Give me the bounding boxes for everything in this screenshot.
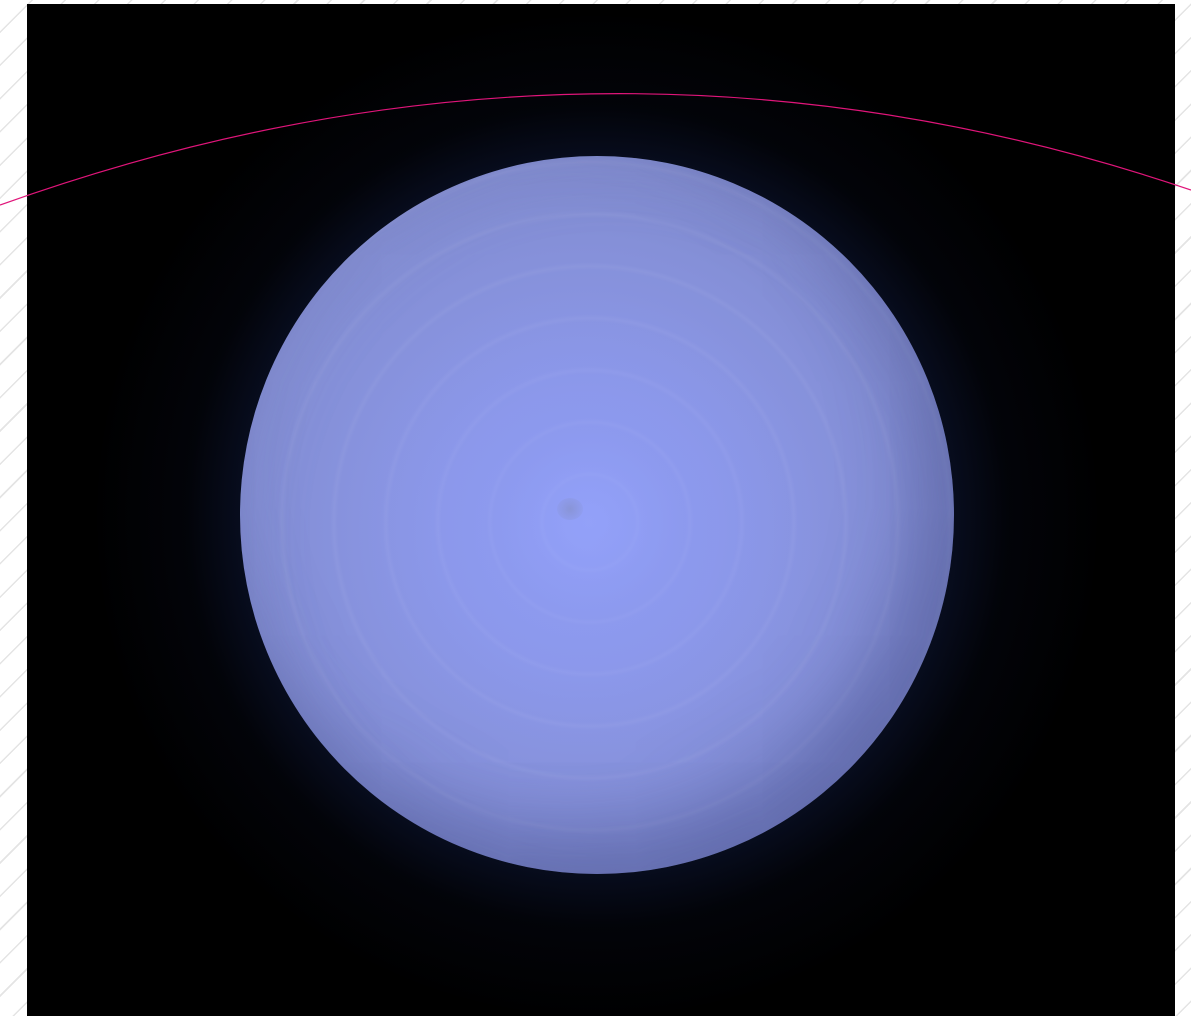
illuminated-sphere xyxy=(240,156,954,874)
photo xyxy=(27,4,1175,1016)
sphere-center-spot xyxy=(557,498,583,520)
